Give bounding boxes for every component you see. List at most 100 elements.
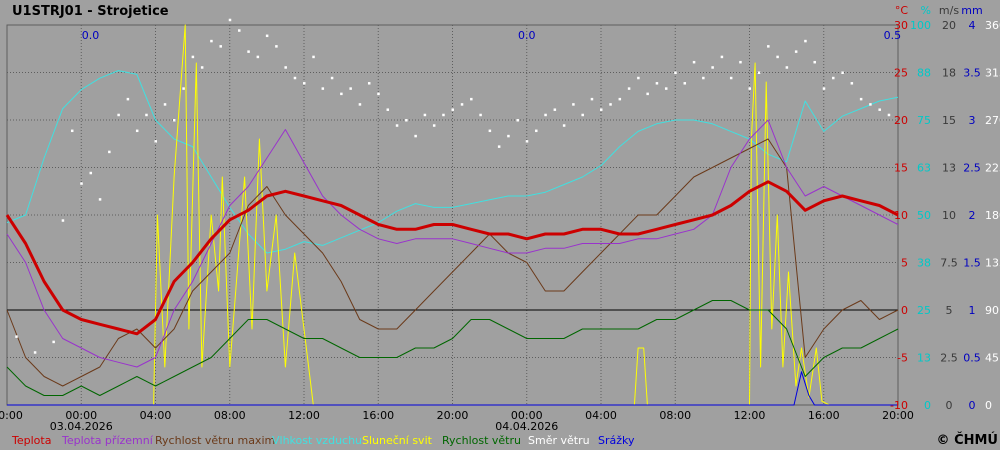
axis-tick-label: 7.5 [940,257,958,270]
axis-tick-label: 88 [917,67,931,80]
wind-direction-point [767,45,770,48]
axis-tick-label: 1 [969,304,976,317]
axis-tick-label: 3.5 [963,67,981,80]
wind-direction-point [562,124,566,127]
wind-direction-point [135,129,139,133]
unit-labels: °C% m/s mm [895,4,983,17]
series-rychlost-vetru-maxim [6,138,899,387]
x-tick-label: 16:00 [362,409,394,422]
wind-direction-point [395,124,399,127]
wind-direction-point [535,129,538,133]
wind-direction-point [275,45,278,48]
axis-tick-label: 38 [917,257,931,270]
wind-direction-point [358,103,362,106]
axis-tick-label: 225 [985,162,1000,175]
wind-direction-point [367,82,371,85]
wind-direction-point [859,97,863,101]
axis-unit-label: % [921,4,931,17]
wind-direction-point [497,145,501,148]
axis-tick-label: 75 [917,114,931,127]
wind-direction-point [655,82,659,85]
axis-tick-label: 50 [917,209,931,222]
wind-direction-point [238,29,241,32]
axis-tick-label: 360 [985,19,1000,32]
axis-tick-label: -10 [890,399,908,412]
chart-title: U1STRJ01 - Strojetice [12,4,169,19]
wind-direction-point [804,39,807,43]
axis-tick-label: 18 [942,67,956,80]
wind-direction-point [887,113,891,117]
legend-entry: Směr větru [528,434,590,447]
wind-direction-point [247,50,250,53]
precip-total-label: 0.0 [518,29,536,42]
wind-direction-point [126,97,130,101]
axis-tick-label: 4 [969,19,976,32]
wind-direction-point [377,92,380,96]
legend-entry: Sluneční svit [362,434,433,447]
x-tick-label: 16:00 [808,409,840,422]
wind-direction-point [785,66,789,69]
wind-direction-point [321,87,325,90]
wind-direction-point [664,87,668,90]
wind-direction-point [349,87,352,90]
wind-direction-point [711,66,714,69]
wind-direction-point [219,45,222,48]
wind-direction-point [850,82,854,85]
wind-direction-point [98,198,102,201]
axis-tick-label: 90 [985,304,999,317]
axis-tick-label: 270 [985,114,1000,127]
date-label: 03.04.2026 [50,420,113,433]
wind-direction-point [748,87,751,90]
wind-direction-point [572,103,575,106]
wind-direction-point [525,140,529,143]
wind-direction-point [878,108,881,111]
x-tick-label: 08:00 [659,409,691,422]
legend-entry: Rychlost větru maxim [155,434,275,447]
wind-direction-point [776,55,779,59]
x-tick-label: 20:00 [882,409,914,422]
axis-tick-label: 30 [894,19,908,32]
wind-direction-point [822,87,826,90]
wind-direction-point [488,129,492,133]
wind-direction-point [70,129,74,133]
wind-direction-point [507,134,510,138]
wind-direction-point [553,108,557,111]
wind-direction-point [739,60,742,64]
wind-direction-point [609,103,612,106]
x-tick-label: 00:00 [65,409,97,422]
series-srazky [7,371,898,406]
axis-tick-label: 180 [985,209,1000,222]
legend-entry: Srážky [598,434,635,447]
wind-direction-point [627,87,631,90]
wind-direction-point [330,76,334,80]
wind-direction-point [52,340,55,344]
axis-tick-label: 25 [917,304,931,317]
wind-direction-point [832,76,835,80]
axis-tick-label: 2.5 [963,162,981,175]
axis-tick-label: 135 [985,257,1000,270]
axis-tick-label: 2 [969,209,976,222]
legend-entry: Vlhkost vzduchu [272,434,362,447]
wind-direction-point [729,76,733,80]
axis-tick-label: 63 [917,162,931,175]
legend-entry: Teplota [11,434,51,447]
axis-tick-label: 0 [946,399,953,412]
axis-tick-label: 25 [894,67,908,80]
wind-direction-point [200,66,204,69]
wind-direction-point [841,71,844,74]
axis-tick-label: 15 [894,162,908,175]
wind-direction-point [414,134,417,138]
wind-direction-point [460,103,464,106]
wind-direction-point [15,335,18,338]
series-layer [5,18,899,406]
axis-ticks: 302520151050-5-1010088756350382513020181… [890,19,1000,412]
wind-direction-point [284,66,287,69]
wind-direction-point [479,113,482,117]
date-label: 04.04.2026 [495,420,558,433]
axis-tick-label: 10 [942,209,956,222]
axis-tick-label: 45 [985,352,999,365]
wind-direction-point [600,108,603,111]
precip-total-label: 0.0 [82,29,100,42]
axis-unit-label: mm [961,4,982,17]
series-teplota [5,180,899,336]
